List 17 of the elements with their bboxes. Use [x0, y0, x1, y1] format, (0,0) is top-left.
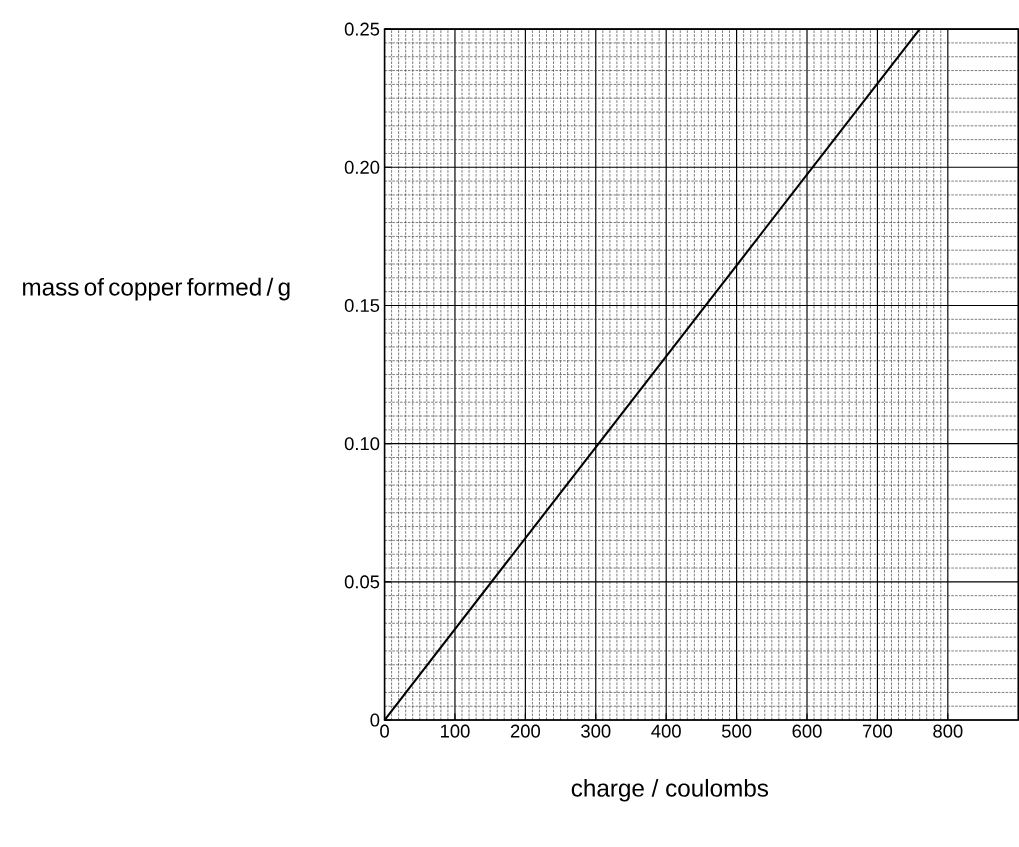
x-tick-label: 800 [933, 724, 963, 738]
x-tick-label: 300 [581, 724, 611, 738]
x-tick-label: 0 [380, 724, 389, 738]
x-axis-title: charge / coulombs [571, 778, 769, 802]
x-tick-label: 600 [792, 724, 822, 738]
x-tick-label: 200 [510, 724, 541, 738]
y-axis-title: mass of copper formed / g [23, 277, 290, 301]
y-tick-label: 0 [370, 713, 380, 727]
x-tick-label: 500 [721, 724, 752, 738]
y-tick-label: 0.10 [344, 437, 380, 451]
y-tick-label: 0.05 [344, 575, 380, 589]
x-tick-label: 700 [862, 724, 893, 738]
y-tick-label: 0.15 [344, 298, 380, 312]
x-tick-label: 400 [651, 724, 681, 738]
x-tick-label: 100 [440, 724, 470, 738]
y-tick-label: 0.25 [344, 22, 380, 36]
y-tick-label: 0.20 [344, 160, 380, 174]
